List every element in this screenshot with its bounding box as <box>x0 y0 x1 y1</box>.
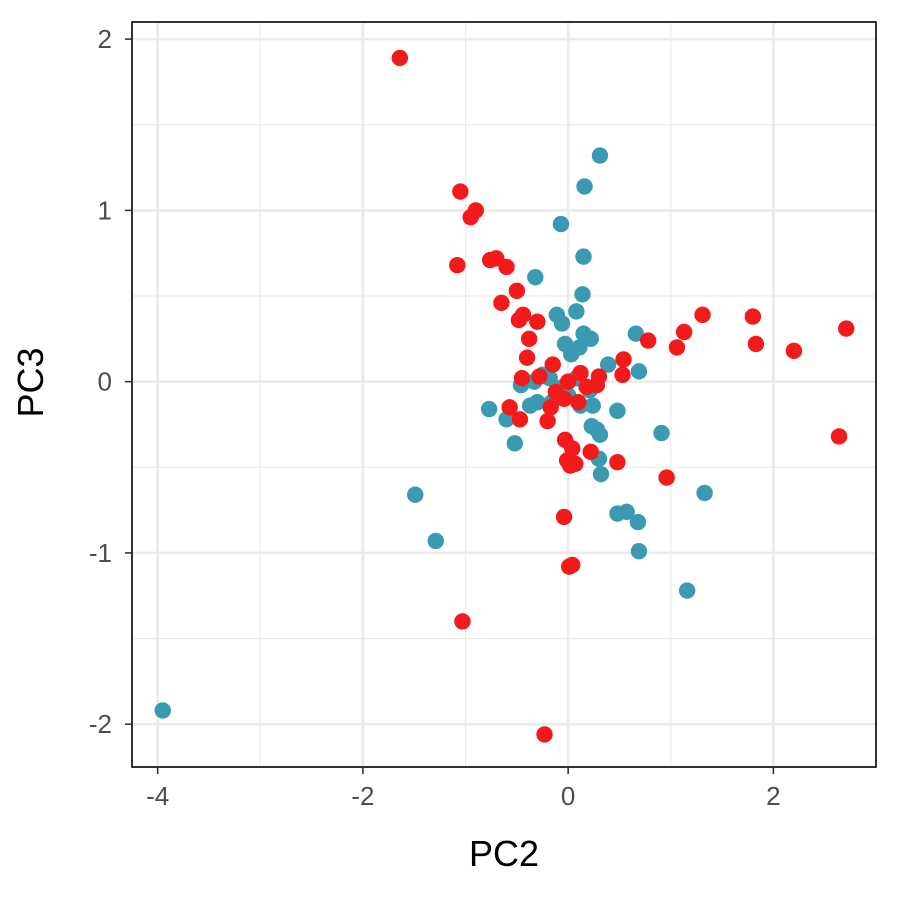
data-point <box>513 370 531 387</box>
data-point <box>391 49 409 67</box>
data-point <box>614 366 631 384</box>
data-point <box>553 315 571 332</box>
data-point <box>574 286 591 303</box>
data-point <box>407 486 424 503</box>
y-axis-tick-labels: -2 -1 0 1 2 <box>89 24 112 739</box>
data-point <box>678 582 696 599</box>
y-tick-label: 0 <box>98 367 112 397</box>
data-point <box>618 503 635 521</box>
data-point <box>830 428 848 445</box>
data-point <box>493 294 510 312</box>
data-point <box>506 435 523 452</box>
data-point <box>572 364 589 382</box>
data-point <box>555 508 573 526</box>
data-point <box>582 330 599 348</box>
data-point <box>511 411 529 428</box>
major-gridlines <box>132 22 876 767</box>
data-point <box>630 363 648 380</box>
data-point <box>629 513 647 531</box>
data-point <box>531 368 548 385</box>
data-point <box>555 390 573 407</box>
data-point <box>627 325 645 342</box>
data-point <box>615 351 632 368</box>
data-point <box>154 702 171 719</box>
data-point <box>658 469 675 486</box>
data-point <box>564 556 581 574</box>
data-point <box>747 335 765 353</box>
data-point <box>567 455 584 473</box>
data-point <box>449 256 466 274</box>
data-point <box>498 258 515 276</box>
data-point <box>552 215 570 233</box>
x-tick-label: -4 <box>146 781 169 811</box>
panel-border <box>131 21 877 768</box>
data-point <box>480 400 498 418</box>
data-point <box>584 397 601 414</box>
data-point <box>539 412 556 430</box>
data-points <box>154 49 855 743</box>
data-point <box>568 303 585 320</box>
data-point <box>668 339 686 356</box>
data-point <box>529 313 546 330</box>
data-point <box>454 613 471 630</box>
data-point <box>785 342 803 360</box>
data-point <box>544 356 561 373</box>
data-point <box>591 147 609 164</box>
y-tick-label: -1 <box>89 538 112 568</box>
data-point <box>630 543 648 560</box>
data-point <box>427 532 444 550</box>
data-point <box>576 178 593 195</box>
y-axis-ticks <box>125 38 132 725</box>
x-axis-title: PC2 <box>469 833 539 874</box>
y-tick-label: -2 <box>89 709 112 739</box>
data-point <box>599 356 617 373</box>
data-point <box>536 726 553 743</box>
data-point <box>452 183 469 200</box>
y-axis-title: PC3 <box>10 347 51 417</box>
data-point <box>508 282 526 300</box>
data-point <box>744 308 762 325</box>
data-point <box>592 465 610 483</box>
data-point <box>696 484 713 502</box>
data-point <box>527 268 544 286</box>
x-tick-label: 2 <box>766 781 780 811</box>
data-point <box>462 209 479 226</box>
data-point <box>639 332 657 349</box>
x-axis-tick-labels: -4 -2 0 2 <box>146 781 781 811</box>
data-point <box>675 323 693 341</box>
data-point <box>575 248 592 265</box>
data-point <box>520 330 538 348</box>
data-point <box>542 399 559 416</box>
x-tick-label: 0 <box>561 781 575 811</box>
data-point <box>518 349 536 366</box>
data-point <box>588 376 606 394</box>
y-tick-label: 2 <box>98 24 112 54</box>
x-axis-ticks <box>156 767 775 774</box>
data-point <box>521 397 539 414</box>
data-point <box>501 399 518 416</box>
data-point <box>653 424 670 442</box>
x-tick-label: -2 <box>351 781 374 811</box>
data-point <box>609 402 626 419</box>
data-point <box>609 453 626 471</box>
data-point <box>510 311 528 329</box>
data-point <box>563 346 580 363</box>
data-point <box>582 443 599 461</box>
data-point <box>559 373 577 390</box>
y-tick-label: 1 <box>98 195 112 225</box>
data-point <box>591 426 609 443</box>
data-point <box>570 394 587 411</box>
data-point <box>838 320 855 337</box>
data-point <box>694 306 711 324</box>
